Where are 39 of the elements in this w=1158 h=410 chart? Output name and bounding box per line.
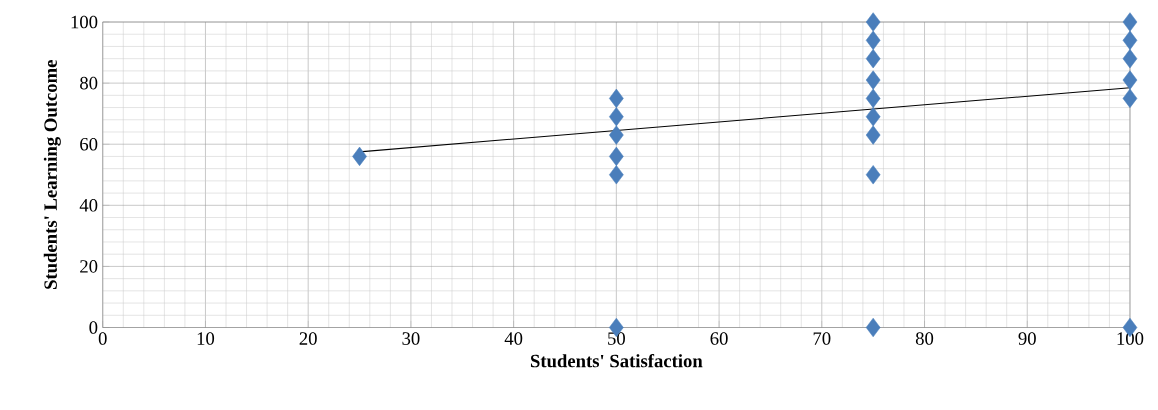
point (1122, 12, 1138, 32)
point (609, 125, 624, 145)
x-tick-label: 70 (813, 332, 831, 345)
point (1122, 30, 1138, 50)
point (609, 146, 624, 166)
y-tick-label: 40 (79, 198, 98, 212)
point (865, 70, 881, 90)
point (865, 30, 881, 50)
point (1122, 70, 1138, 90)
point (609, 165, 624, 185)
y-tick-label: 0 (89, 321, 98, 334)
point (352, 146, 367, 166)
point (1122, 48, 1138, 69)
y-tick-label: 60 (80, 137, 98, 151)
x-tick-label: 30 (402, 332, 420, 345)
point (1122, 88, 1138, 108)
point (865, 317, 881, 338)
x-tick-label: 80 (915, 332, 934, 345)
x-tick-label: 50 (608, 332, 625, 345)
y-tick-label: 100 (71, 15, 98, 29)
point (609, 107, 624, 127)
point (865, 12, 881, 32)
point (865, 165, 881, 185)
x-axis-title: Students' Satisfaction (530, 353, 703, 368)
x-tick-label: 60 (710, 332, 728, 345)
point (865, 48, 881, 69)
x-tick-label: 40 (504, 332, 523, 345)
point (609, 88, 624, 108)
point (865, 88, 881, 108)
point (865, 107, 881, 127)
y-axis-title: Students' Learning Outcome (43, 59, 61, 289)
x-tick-label: 10 (197, 332, 215, 345)
y-tick-label: 80 (80, 76, 98, 90)
x-tick-label: 100 (1117, 332, 1144, 345)
point (865, 125, 881, 145)
x-tick-label: 20 (299, 332, 317, 345)
x-tick-label: 0 (98, 332, 107, 345)
x-tick-label: 90 (1018, 332, 1036, 345)
y-tick-label: 20 (80, 259, 98, 273)
